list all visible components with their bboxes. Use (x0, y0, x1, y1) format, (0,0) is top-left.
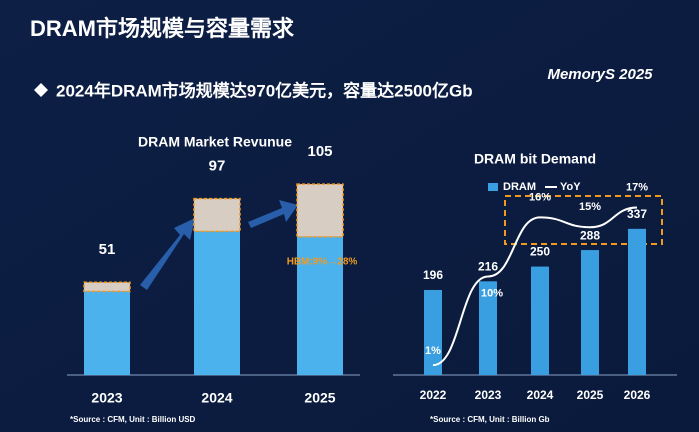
x-tick-label: 2022 (420, 388, 447, 402)
annotation: HBM:9%→28% (287, 257, 358, 268)
data-label: 288 (580, 228, 600, 242)
bar (83, 281, 131, 293)
x-tick-label: 2025 (304, 390, 335, 406)
x-tick-label: 2024 (201, 390, 232, 406)
bar (628, 228, 646, 375)
growth-arrow (248, 200, 298, 228)
data-label: 16% (529, 191, 551, 203)
growth-arrow (140, 218, 195, 290)
total-label: 97 (209, 158, 226, 175)
bullet-icon (34, 83, 48, 97)
bar (479, 281, 497, 375)
bar (194, 231, 240, 375)
bullet-text: 2024年DRAM市场规模达970亿美元，容量达2500亿Gb (56, 80, 473, 100)
data-label: 216 (478, 259, 498, 273)
data-label: 1% (425, 345, 441, 357)
data-label: 337 (627, 207, 647, 221)
chart-title: DRAM Market Revunue (138, 134, 292, 150)
slide-title: DRAM市场规模与容量需求 (30, 16, 294, 41)
source-note: *Source : CFM, Unit : Billion USD (70, 415, 196, 424)
total-label: 105 (307, 143, 332, 160)
legend-label: DRAM (503, 181, 536, 193)
data-label: 17% (626, 181, 648, 193)
yoy-line (432, 206, 638, 367)
bar (297, 236, 343, 375)
data-label: 250 (530, 245, 550, 259)
bar (296, 183, 344, 238)
bar (424, 289, 442, 375)
data-label: 15% (579, 201, 601, 213)
bar (84, 291, 130, 375)
legend-label: YoY (560, 181, 581, 193)
data-label: 10% (481, 287, 503, 299)
logo: MemoryS 2025 (547, 66, 653, 83)
x-tick-label: 2024 (527, 388, 554, 402)
x-tick-label: 2023 (475, 388, 502, 402)
bar (531, 266, 549, 375)
chart-title: DRAM bit Demand (474, 151, 596, 167)
total-label: 51 (99, 241, 116, 258)
bar (193, 197, 241, 233)
source-note: *Source : CFM, Unit : Billion Gb (430, 415, 550, 424)
data-label: 196 (423, 268, 443, 282)
highlight-box (504, 195, 663, 245)
x-tick-label: 2023 (91, 390, 122, 406)
bar (581, 250, 599, 375)
legend-swatch (488, 183, 498, 191)
x-tick-label: 2026 (624, 388, 651, 402)
x-tick-label: 2025 (577, 388, 604, 402)
